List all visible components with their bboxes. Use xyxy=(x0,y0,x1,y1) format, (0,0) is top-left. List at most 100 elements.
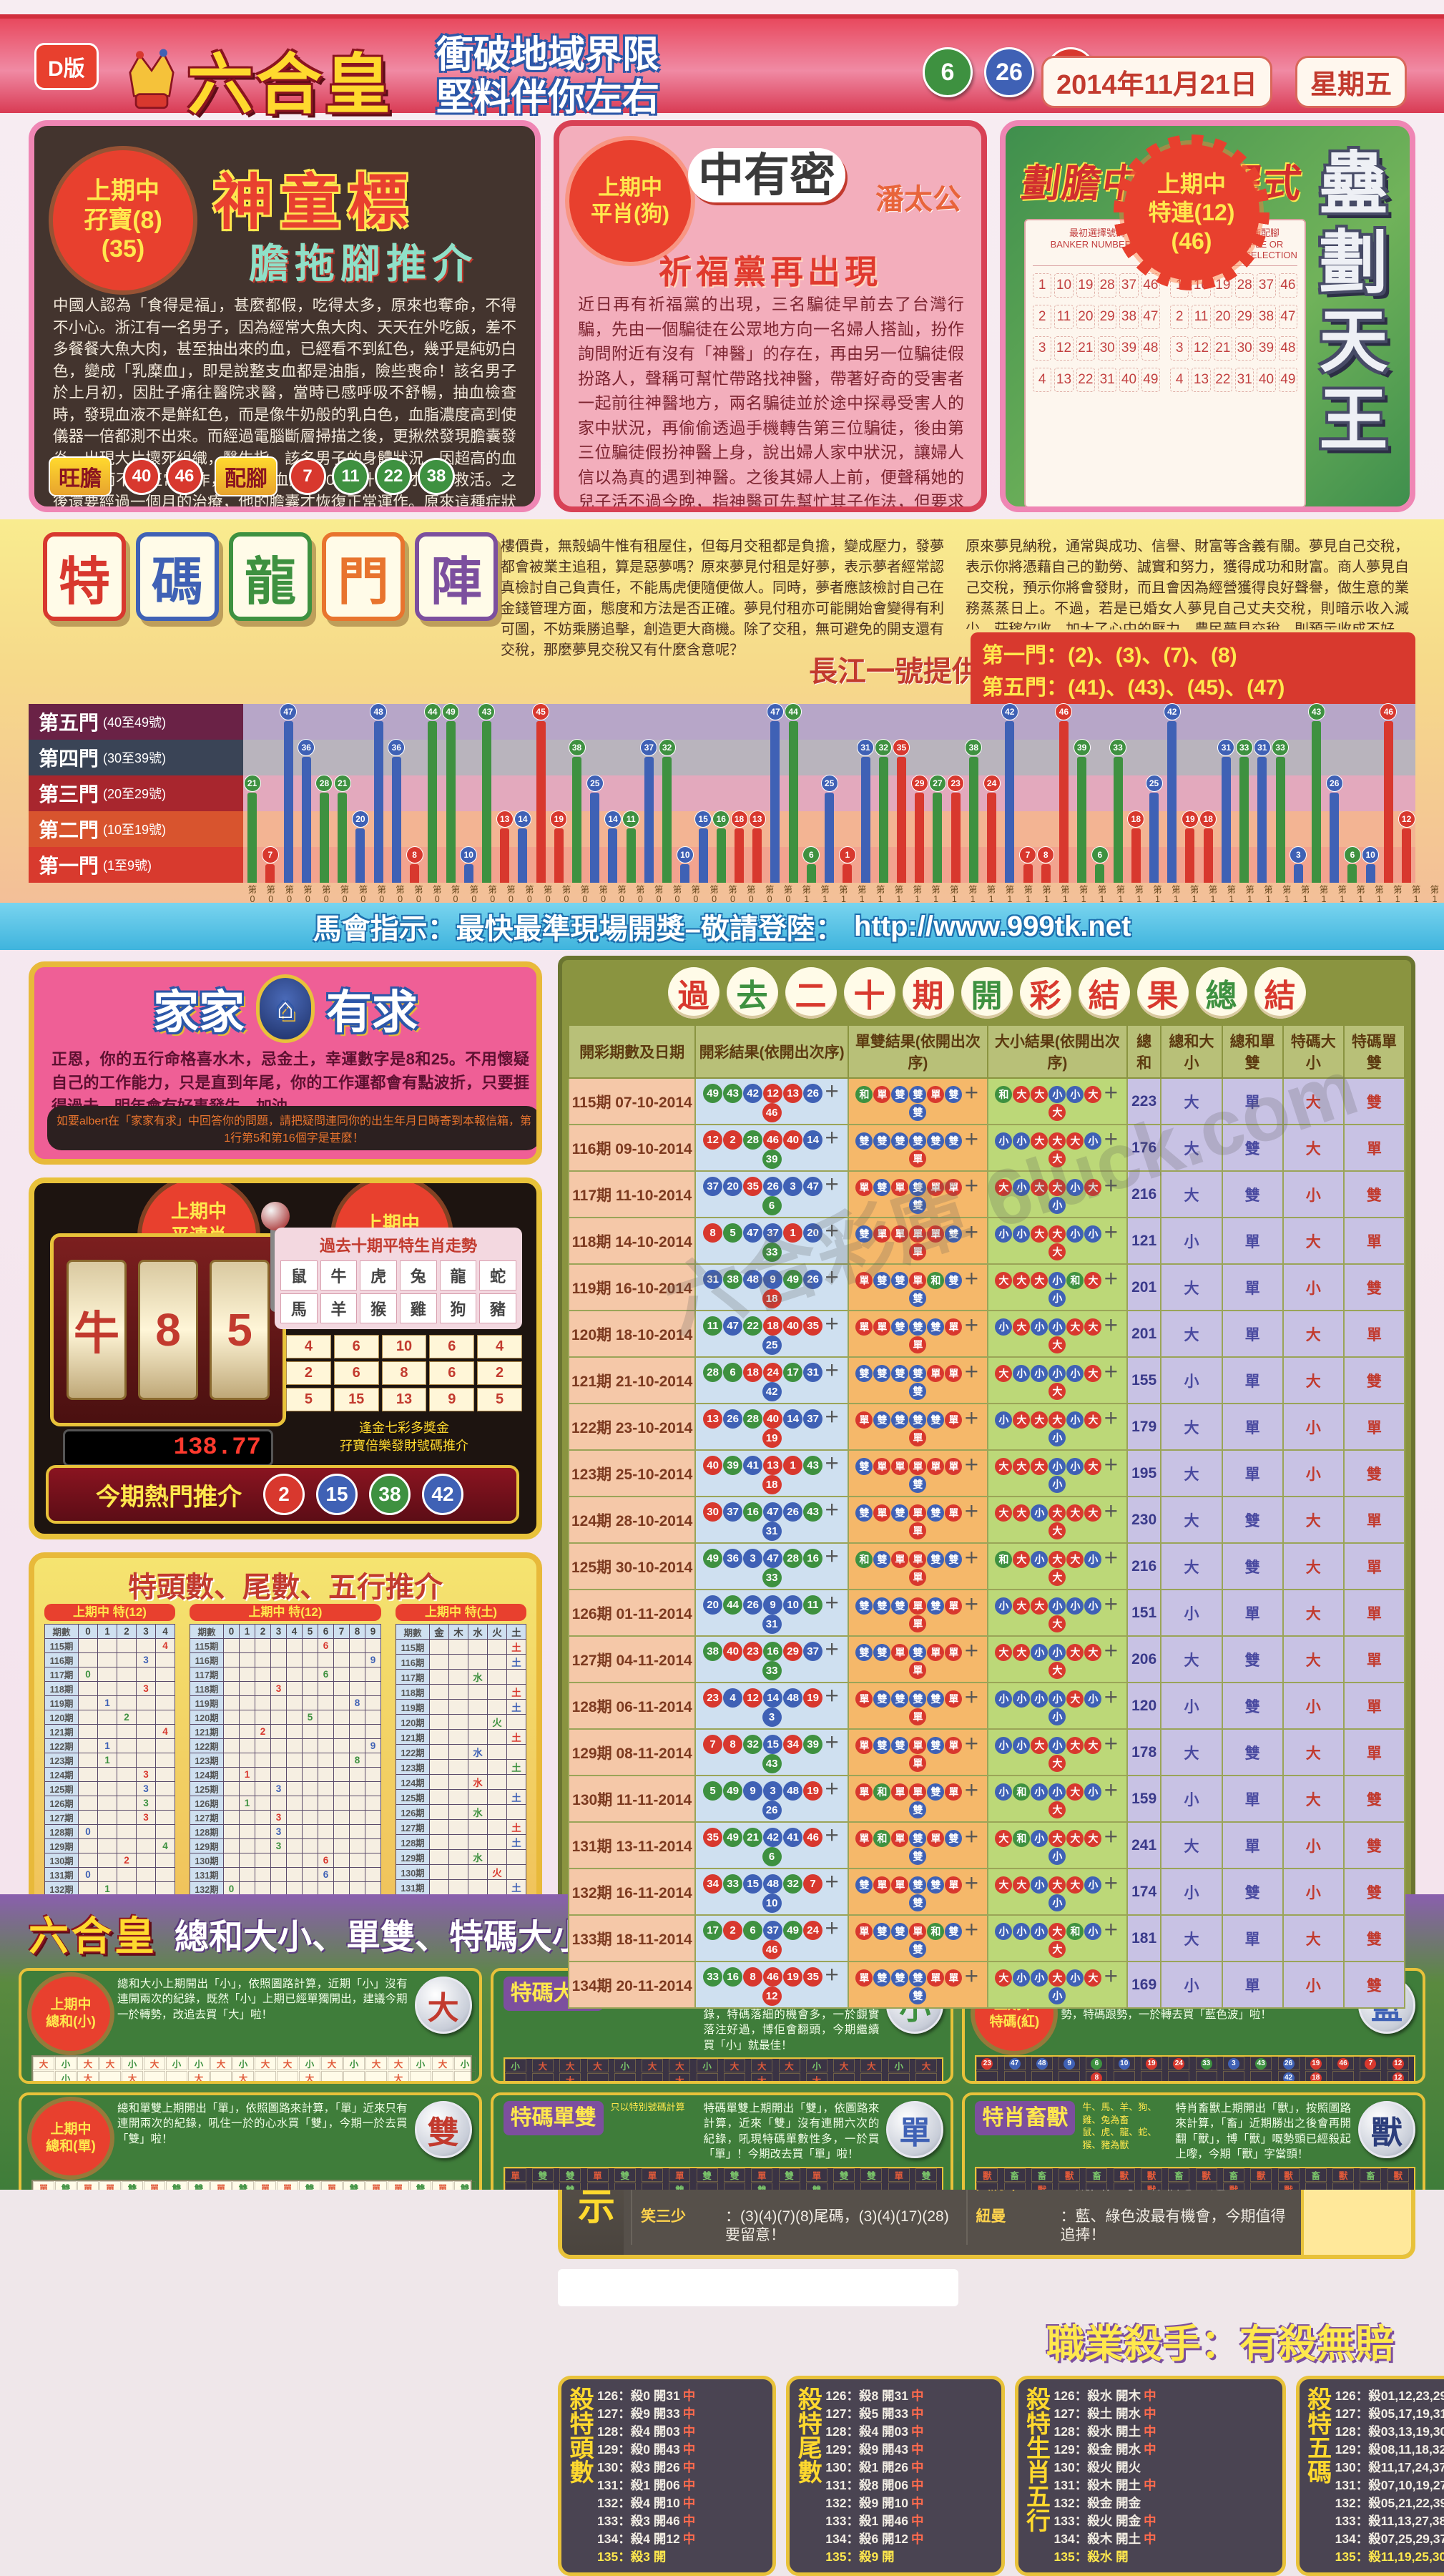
results-row: 132期 16-11-2014 34 33 15 48 32 7 ＋10 雙單單雙雙單＋雙大大小… xyxy=(567,1868,1406,1916)
chart-bar xyxy=(500,828,510,883)
chart-plot: 21 7 47 36 28 21 20 48 36 8 44 49 10 43 13 14 45 19 38 25 14… xyxy=(243,703,1415,883)
chart-bar xyxy=(878,757,888,883)
grid-number: 4 xyxy=(286,1335,331,1358)
results-row: 119期 16-10-2014 31 38 48 9 49 26 ＋18 單雙雙單和雙＋雙大大大… xyxy=(567,1263,1406,1311)
website-link[interactable]: http://www.999tk.net xyxy=(853,910,1131,942)
slot-caption: 逢金七彩多獎金 孖寶倍樂發財號碼推介 xyxy=(340,1421,468,1454)
killer-row: 126：殺水 開木中 xyxy=(1053,2389,1156,2403)
chart-y-labels: 第五門 (40至49號) 第四門 (30至39號) 第三門 (20至29號) 第二門 (10至… xyxy=(29,704,243,883)
trend-grid: 單雙雙雙雙雙雙單雙單單雙雙雙單雙雙雙雙單雙雙雙單雙 xyxy=(503,2166,944,2190)
ticket-number: 19 xyxy=(1076,273,1095,298)
ticket-number: 48 xyxy=(1278,336,1297,361)
chart-bar xyxy=(428,721,438,883)
ticket-number: 21 xyxy=(1213,336,1232,361)
zodiac-cell: 雞 xyxy=(400,1293,437,1323)
trend-row: 125期土 xyxy=(396,1789,526,1806)
jackpot-led: 138.77 xyxy=(63,1429,273,1466)
ticket-number: 22 xyxy=(1076,367,1095,392)
hot-ball: 38 xyxy=(369,1474,411,1515)
trend-row: 120期火 xyxy=(396,1714,526,1730)
prediction-circle: 單 xyxy=(886,2101,944,2158)
trend-row: 122期水 xyxy=(396,1744,526,1760)
chart-bar xyxy=(968,757,978,883)
expert-tip: ：藍、綠色波最有機會，今期值得追捧！ xyxy=(1060,2208,1286,2243)
chart-bar xyxy=(338,793,348,883)
chart-bar xyxy=(987,793,997,883)
ticket-number: 2 xyxy=(1170,304,1189,329)
trend-row: 116期土 xyxy=(396,1654,526,1670)
ticket-number: 29 xyxy=(1235,304,1254,329)
results-col-header: 總和 xyxy=(1126,1024,1162,1079)
prediction-circle: 大 xyxy=(414,1977,472,2034)
results-title-char: 十 xyxy=(843,967,895,1019)
chart-ball-label: 42 xyxy=(1001,703,1018,720)
expert-name: 笑三少 xyxy=(641,2208,686,2225)
killer-row: 129：殺08,11,18,32,46中 xyxy=(1335,2442,1444,2457)
killer-row: 135：殺水 開 xyxy=(1053,2550,1129,2564)
chart-ball-label: 19 xyxy=(1181,810,1199,828)
slot-machine-panel: 上期中 平連肖 (豬)(兔) 上期中 平(8) 牛 8 5 過去十期平特生肖走勢… xyxy=(29,1177,542,1539)
chart-bar xyxy=(806,864,816,883)
title-tile: 碼 xyxy=(136,532,219,621)
trend-row: 121期 4 xyxy=(44,1724,175,1740)
trend-row: 127期 3 xyxy=(44,1810,175,1826)
family-footer: 如要albert在「家家有求」中回答你的問題，請把疑問連同你的出生年月日時寄到本… xyxy=(47,1106,536,1150)
grid-number: 6 xyxy=(429,1361,475,1385)
chart-bar xyxy=(1023,864,1033,883)
trend-row: 116期 3 xyxy=(44,1652,175,1668)
results-row: 123期 25-10-2014 40 39 41 13 1 43 ＋18 雙單單單單單＋雙大大大… xyxy=(567,1449,1406,1497)
chart-bar xyxy=(536,721,546,883)
results-col-header: 總和單雙 xyxy=(1221,1024,1284,1079)
prev-win-badge: 上期中 總和(小) xyxy=(21,1971,120,2061)
panel-side-note: 只以特別號碼計算 xyxy=(610,2102,685,2112)
trend-row: 121期土 xyxy=(396,1729,526,1745)
prev-win-badge: 上期中 特(土) xyxy=(396,1604,526,1622)
chart-ball-label: 31 xyxy=(1253,739,1271,756)
trend-row: 126期 1 xyxy=(190,1796,381,1811)
ticket-number: 20 xyxy=(1076,304,1095,329)
ticket-number: 10 xyxy=(1054,273,1074,298)
killer-row: 132：殺05,21,22,39,43中 xyxy=(1335,2496,1444,2510)
trend-row: 130期火 xyxy=(396,1864,526,1881)
results-col-header: 大小結果(依開出次序) xyxy=(986,1024,1128,1079)
chart-bar xyxy=(770,721,780,883)
killer-row: 135：殺3 開 xyxy=(597,2550,667,2564)
killer-box-label: 殺特尾數 xyxy=(794,2386,822,2484)
trend-row: 131期土 xyxy=(396,1879,526,1896)
header-ball: 6 xyxy=(923,47,973,97)
killer-row: 131：殺8 開06 中 xyxy=(825,2478,924,2492)
chart-ball-label: 18 xyxy=(730,810,748,828)
chart-row-label: 第二門 (10至19號) xyxy=(29,811,243,847)
zodiac-cell: 猴 xyxy=(360,1293,397,1323)
killer-row: 128：殺4 開03 中 xyxy=(825,2424,924,2439)
chart-bar xyxy=(1402,828,1412,883)
results-title-char: 期 xyxy=(902,967,954,1019)
article-shentongbiao: 上期中 孖寶(8) (35) 神童標 膽拖腳推介 中國人認為「食得是福」，甚麼都… xyxy=(29,120,541,512)
ticket-number: 40 xyxy=(1119,367,1139,392)
chart-ball-label: 27 xyxy=(928,775,946,792)
chart-ball-label: 12 xyxy=(1398,810,1415,828)
chart-bar xyxy=(608,828,618,883)
chart-bar xyxy=(1275,757,1285,883)
article-title: 神童標 xyxy=(213,169,416,236)
killer-box-label: 殺特五碼 xyxy=(1303,2386,1331,2484)
article-body: 近日再有祈福黨的出現，三名騙徒早前去了台灣行騙，先由一個騙徒在公眾地方向一名婦人… xyxy=(578,295,964,511)
chart-ball-label: 47 xyxy=(766,703,784,720)
ticket-number: 30 xyxy=(1098,336,1117,361)
chart-ball-label: 33 xyxy=(1272,739,1290,756)
slot-reel: 5 xyxy=(210,1260,270,1400)
chart-ball-label: 37 xyxy=(640,739,658,756)
trend-row: 118期土 xyxy=(396,1684,526,1700)
trend-row: 125期 3 xyxy=(44,1781,175,1797)
chart-bar xyxy=(554,828,564,883)
killer-row: 129：殺9 開43 中 xyxy=(825,2442,924,2457)
killer-box-label: 殺特生肖五行 xyxy=(1022,2386,1050,2532)
results-title-char: 結 xyxy=(1254,967,1306,1019)
chart-ball-label: 26 xyxy=(1325,775,1343,792)
chart-bar xyxy=(373,721,383,883)
chart-bar xyxy=(716,828,726,883)
prev-win-badge: 上期中 特連(12) (46) xyxy=(1114,134,1269,290)
grid-number: 8 xyxy=(381,1361,427,1385)
killer-row: 130：殺3 開26 中 xyxy=(597,2460,696,2474)
results-col-header: 單雙結果(依開出次序) xyxy=(847,1024,988,1079)
